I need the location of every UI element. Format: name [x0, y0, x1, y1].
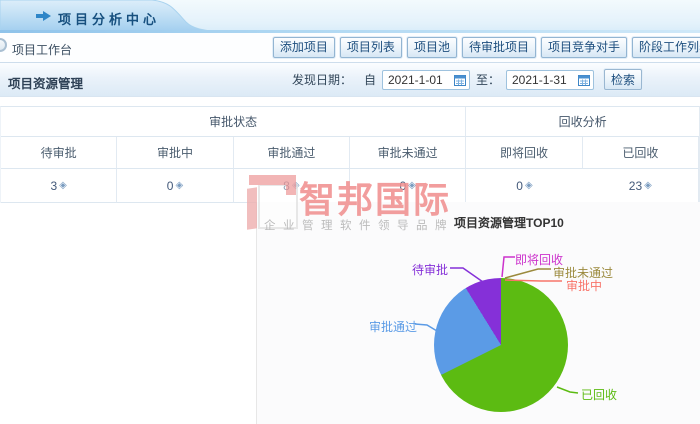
column-header: 审批通过: [233, 137, 350, 169]
date-filter: 发现日期： 自 至：: [292, 63, 642, 96]
project-list-button[interactable]: 项目列表: [339, 37, 402, 58]
from-label: 自: [363, 73, 376, 87]
group-header-recycle-analysis: 回收分析: [466, 107, 699, 137]
stat-value-approved[interactable]: 8 ◈: [233, 169, 350, 203]
pie-label-approved: 审批通过: [369, 320, 418, 334]
toolbar: 添加项目 项目列表 项目池 待审批项目 项目竞争对手 阶段工作列表: [272, 37, 700, 58]
approval-stats-table: 审批状态 回收分析 待审批 审批中 审批通过 审批未通过 即将回收 已回收 3 ◈…: [0, 106, 700, 203]
stat-value-to-recycle[interactable]: 0 ◈: [466, 169, 583, 203]
pie-label-to-recycle: 即将回收: [515, 253, 564, 267]
drilldown-icon: ◈: [59, 180, 67, 191]
stat-value-in-approval[interactable]: 0 ◈: [117, 169, 234, 203]
chart-panel: 项目资源管理TOP10 待审批 即将回收 审批未通过 审批中 审批通过 已回收: [256, 202, 700, 424]
chart-title: 项目资源管理TOP10: [454, 216, 564, 230]
from-date-input[interactable]: [381, 69, 470, 90]
pie-label-rejected: 审批未通过: [553, 266, 614, 280]
circle-icon: [0, 38, 7, 52]
pie-label-recycled: 已回收: [581, 388, 618, 402]
page-title: 项目分析中心: [58, 12, 161, 27]
drilldown-icon: ◈: [524, 180, 533, 191]
pie-label-in-approval: 审批中: [566, 279, 603, 293]
pie-chart[interactable]: [434, 278, 568, 412]
section-bar: 项目资源管理 发现日期： 自 至：: [0, 62, 700, 97]
column-header: 待审批: [1, 137, 118, 169]
stage-work-list-button[interactable]: 阶段工作列表: [631, 37, 700, 58]
date-filter-label: 发现日期：: [291, 73, 352, 87]
stat-value-recycled[interactable]: 23 ◈: [582, 169, 699, 203]
stat-value-pending[interactable]: 3 ◈: [1, 169, 118, 203]
drilldown-icon: ◈: [644, 180, 652, 191]
group-header-approval-status: 审批状态: [1, 107, 467, 137]
project-competitors-button[interactable]: 项目竞争对手: [540, 37, 627, 58]
column-header: 即将回收: [466, 137, 583, 169]
calendar-icon[interactable]: [453, 74, 466, 86]
project-pool-button[interactable]: 项目池: [406, 37, 457, 58]
to-date-input[interactable]: [506, 69, 594, 90]
section-title: 项目资源管理: [8, 77, 84, 91]
column-header: 审批未通过: [350, 137, 467, 169]
add-project-button[interactable]: 添加项目: [272, 37, 335, 58]
header-divider: [0, 30, 700, 33]
page-header: 项目分析中心: [0, 0, 700, 33]
arrow-right-icon: [36, 11, 52, 21]
calendar-icon[interactable]: [578, 74, 590, 86]
search-button[interactable]: 检索: [604, 69, 642, 90]
pie-leader-lines: [414, 256, 579, 394]
workbench-label[interactable]: 项目工作台: [12, 43, 73, 57]
drilldown-icon: ◈: [408, 180, 416, 191]
pending-approval-projects-button[interactable]: 待审批项目: [461, 37, 536, 58]
pie-label-pending: 待审批: [411, 263, 448, 277]
drilldown-icon: ◈: [175, 180, 184, 191]
drilldown-icon: ◈: [291, 180, 300, 191]
column-header: 已回收: [582, 137, 699, 169]
to-label: 至：: [475, 73, 500, 87]
stat-value-rejected[interactable]: 0 ◈: [350, 169, 467, 203]
column-header: 审批中: [117, 137, 234, 169]
workbench-row: 项目工作台 添加项目 项目列表 项目池 待审批项目 项目竞争对手 阶段工作列表: [0, 33, 700, 62]
